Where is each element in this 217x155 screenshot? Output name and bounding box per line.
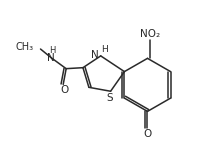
Text: CH₃: CH₃: [15, 42, 34, 52]
Text: NO₂: NO₂: [140, 29, 161, 39]
Text: S: S: [106, 93, 113, 103]
Text: H: H: [101, 44, 108, 53]
Text: N: N: [91, 50, 99, 60]
Text: O: O: [143, 129, 152, 139]
Text: O: O: [60, 85, 68, 95]
Text: H: H: [49, 46, 56, 55]
Text: N: N: [48, 53, 55, 63]
